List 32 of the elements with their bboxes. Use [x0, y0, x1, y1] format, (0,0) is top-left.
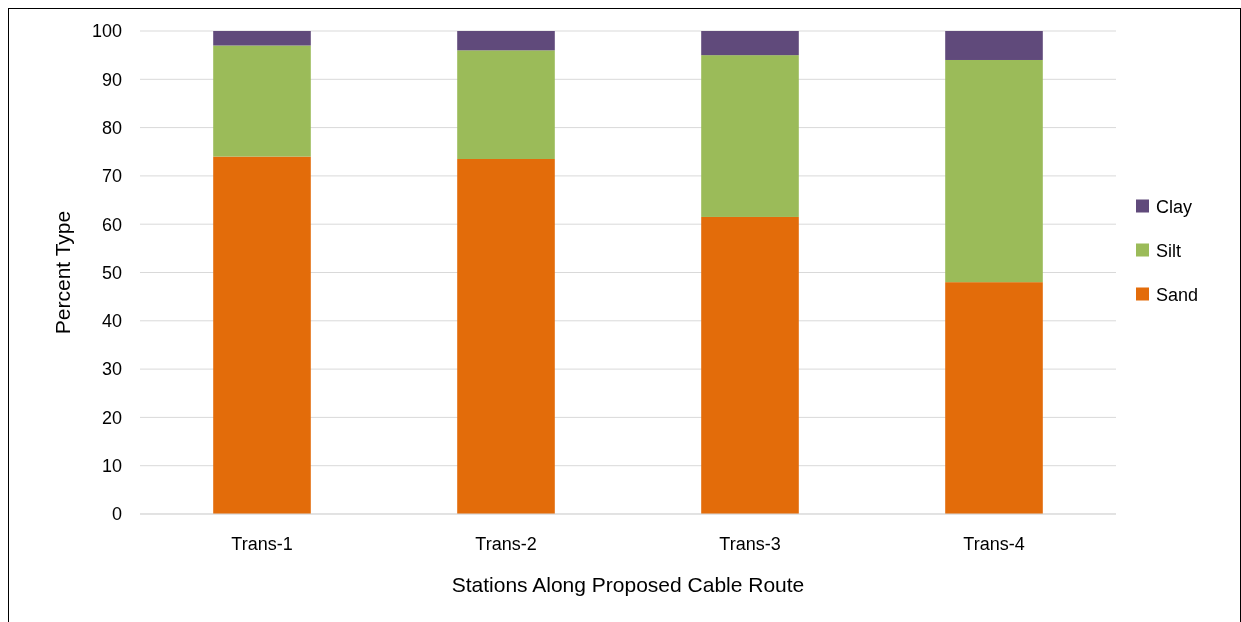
- legend-label: Sand: [1156, 284, 1199, 305]
- bar: [457, 31, 555, 51]
- legend-label: Silt: [1156, 240, 1182, 261]
- bar: [945, 59, 1043, 283]
- y-tick-label: 20: [101, 407, 122, 428]
- bar: [213, 156, 311, 514]
- bar: [457, 50, 555, 159]
- y-axis-title: Percent Type: [51, 210, 74, 335]
- y-tick-label: 40: [101, 311, 122, 332]
- bar: [213, 31, 311, 46]
- y-tick-label: 100: [91, 21, 122, 42]
- bar: [945, 31, 1043, 60]
- y-tick-label: 30: [101, 359, 122, 380]
- x-axis-title: Stations Along Proposed Cable Route: [451, 573, 805, 596]
- y-tick-label: 60: [101, 214, 122, 235]
- bar: [701, 216, 799, 514]
- x-tick-label: Trans-4: [963, 534, 1025, 554]
- y-tick-label: 70: [101, 166, 122, 187]
- x-tick-label: Trans-1: [231, 534, 293, 554]
- x-tick-label: Trans-3: [719, 534, 781, 554]
- legend-label: Clay: [1156, 196, 1193, 217]
- y-tick-label: 50: [101, 262, 122, 283]
- y-tick-label: 90: [101, 69, 122, 90]
- bar: [213, 45, 311, 157]
- y-tick-label: 80: [101, 117, 122, 138]
- bar: [701, 31, 799, 56]
- bar: [945, 282, 1043, 514]
- y-tick-label: 10: [101, 456, 122, 476]
- bar: [457, 159, 555, 514]
- bar: [701, 55, 799, 217]
- y-tick-label: 0: [111, 504, 122, 525]
- x-tick-label: Trans-2: [475, 534, 537, 554]
